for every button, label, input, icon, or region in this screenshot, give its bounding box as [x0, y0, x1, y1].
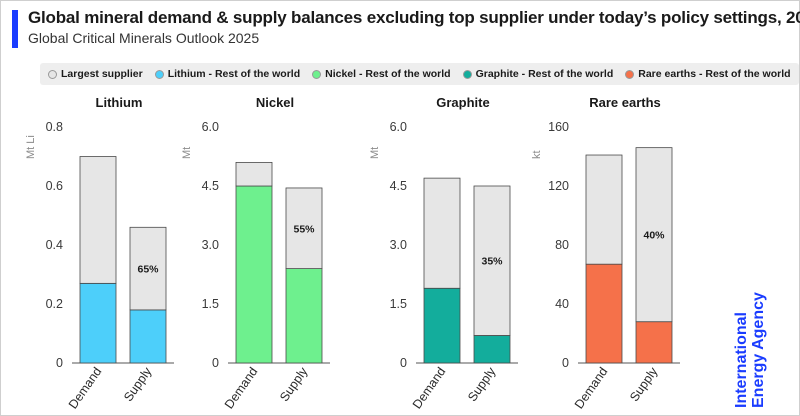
share-annotation: 40% — [643, 230, 665, 242]
legend-label: Nickel - Rest of the world — [325, 68, 451, 80]
y-tick-label: 6.0 — [202, 120, 219, 134]
y-tick-label: 4.5 — [390, 179, 407, 193]
y-tick-label: 0 — [400, 356, 407, 370]
legend-swatch — [48, 69, 57, 79]
panel-title-graphite: Graphite — [436, 95, 489, 110]
bar-segment-demand-largest-supplier — [423, 177, 461, 289]
y-tick-label: 0.6 — [46, 179, 63, 193]
y-tick-label: 3.0 — [390, 238, 407, 252]
x-category-label: Supply — [465, 364, 499, 404]
y-tick-label: 0.8 — [46, 120, 63, 134]
y-axis-label-rare-earths: kt — [531, 150, 543, 159]
logo-line-2: Energy Agency — [750, 292, 767, 408]
iea-logo: International Energy Agency — [733, 292, 767, 408]
legend-label: Rare earths - Rest of the world — [638, 68, 791, 80]
legend-swatch — [312, 69, 322, 79]
y-tick-label: 0 — [56, 356, 63, 370]
legend: Largest supplier Lithium - Rest of the w… — [40, 63, 799, 85]
bar-segment-demand-rest-of-world — [79, 282, 117, 364]
x-category-label: Supply — [627, 364, 661, 404]
share-annotation: 65% — [137, 264, 159, 276]
y-tick-label: 6.0 — [390, 120, 407, 134]
y-tick-label: 120 — [548, 179, 569, 193]
y-tick-label: 0 — [562, 356, 569, 370]
bar-segment-demand-rest-of-world — [235, 185, 273, 364]
y-tick-label: 80 — [555, 238, 569, 252]
y-tick-label: 1.5 — [390, 297, 407, 311]
y-axis-label-lithium: Mt Li — [25, 135, 37, 159]
bar-segment-demand-largest-supplier — [235, 161, 273, 187]
y-tick-label: 0.2 — [46, 297, 63, 311]
legend-item-lithium: Lithium - Rest of the world — [154, 68, 301, 80]
x-category-label: Demand — [66, 365, 105, 412]
x-category-label: Supply — [277, 364, 311, 404]
bar-segment-supply-rest-of-world — [473, 335, 511, 364]
bar-segment-supply-rest-of-world — [635, 321, 673, 364]
panel-title-nickel: Nickel — [256, 95, 294, 110]
y-axis-label-nickel: Mt — [181, 147, 193, 159]
legend-item-largest-supplier: Largest supplier — [48, 68, 143, 80]
bar-segment-demand-rest-of-world — [585, 263, 623, 364]
legend-item-nickel: Nickel - Rest of the world — [312, 68, 451, 80]
y-axis-label-graphite: Mt — [369, 147, 381, 159]
panel-title-rare-earths: Rare earths — [589, 95, 661, 110]
bar-segment-supply-largest-supplier — [129, 226, 167, 311]
legend-item-rare-earths: Rare earths - Rest of the world — [625, 68, 791, 80]
y-tick-label: 0.4 — [46, 238, 63, 252]
legend-label: Graphite - Rest of the world — [475, 68, 614, 80]
bar-segment-demand-largest-supplier — [585, 154, 623, 265]
y-tick-label: 160 — [548, 120, 569, 134]
legend-item-graphite: Graphite - Rest of the world — [462, 68, 614, 80]
chart-title: Global mineral demand & supply balances … — [28, 8, 800, 27]
x-category-label: Supply — [121, 364, 155, 404]
bar-segment-supply-largest-supplier — [635, 147, 673, 323]
y-tick-label: 3.0 — [202, 238, 219, 252]
x-category-label: Demand — [222, 365, 261, 412]
bar-segment-supply-rest-of-world — [285, 268, 323, 364]
legend-label: Lithium - Rest of the world — [167, 68, 301, 80]
x-category-label: Demand — [410, 365, 449, 412]
bar-segment-supply-largest-supplier — [285, 187, 323, 269]
legend-swatch — [154, 69, 164, 79]
y-tick-label: 4.5 — [202, 179, 219, 193]
share-annotation: 35% — [481, 256, 503, 268]
legend-label: Largest supplier — [61, 68, 143, 80]
share-annotation: 55% — [293, 223, 315, 235]
bar-segment-demand-largest-supplier — [79, 156, 117, 284]
bar-segment-supply-rest-of-world — [129, 309, 167, 364]
bar-segment-supply-largest-supplier — [473, 185, 511, 336]
panel-title-lithium: Lithium — [96, 95, 143, 110]
title-accent-bar — [12, 10, 18, 48]
x-category-label: Demand — [572, 365, 611, 412]
y-tick-label: 40 — [555, 297, 569, 311]
bar-segment-demand-rest-of-world — [423, 287, 461, 364]
chart-subtitle: Global Critical Minerals Outlook 2025 — [28, 30, 260, 46]
y-tick-label: 1.5 — [202, 297, 219, 311]
logo-line-1: International — [733, 311, 750, 408]
legend-swatch — [462, 69, 472, 79]
legend-swatch — [625, 69, 635, 79]
y-tick-label: 0 — [212, 356, 219, 370]
